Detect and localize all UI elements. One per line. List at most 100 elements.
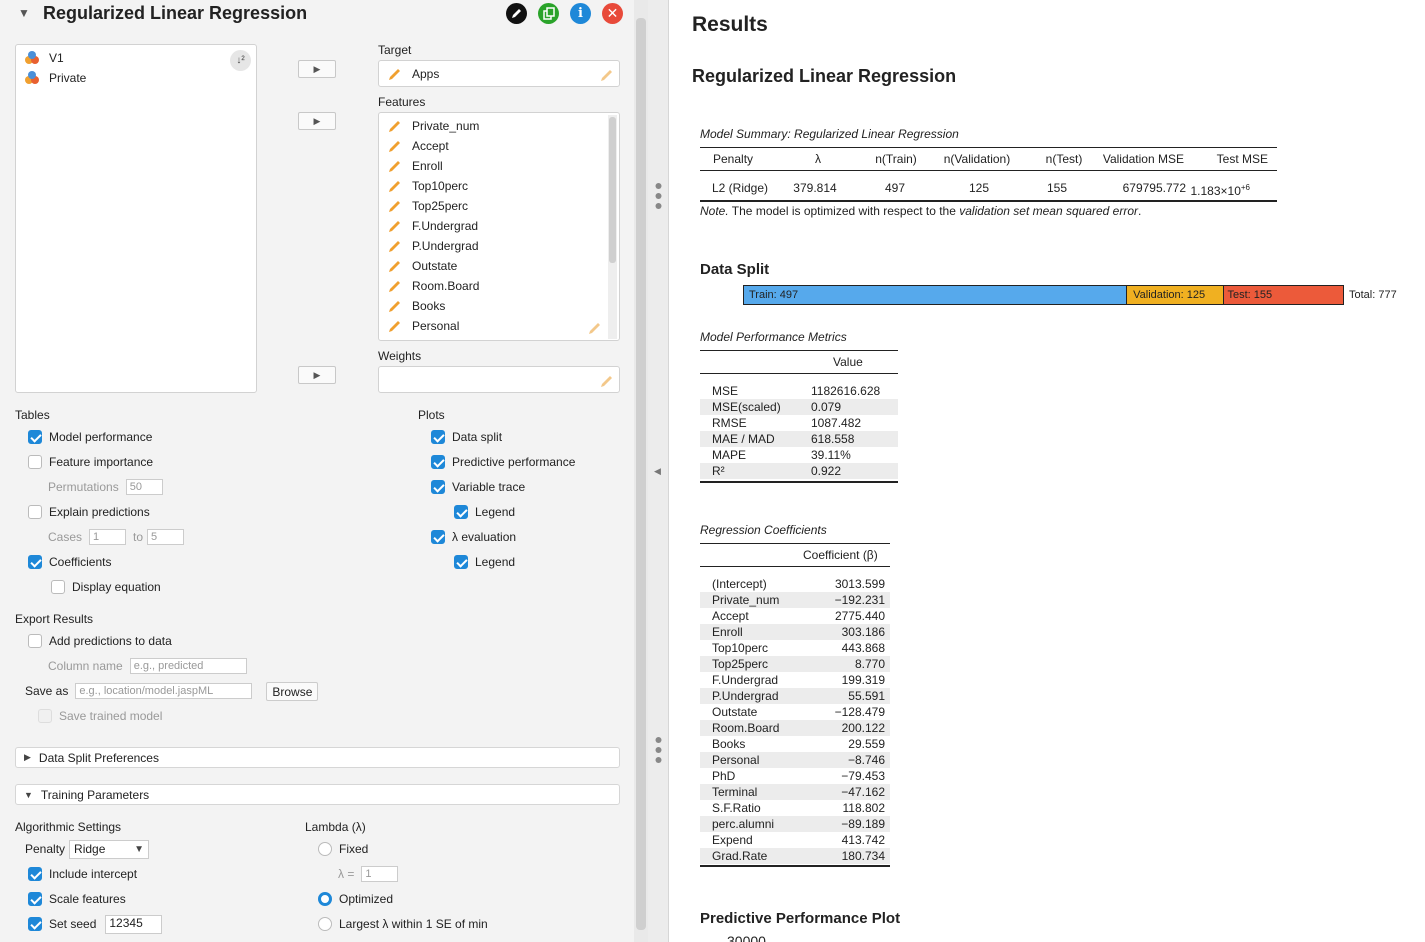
feature-importance-checkbox[interactable]: Feature importance <box>28 454 153 470</box>
checkbox[interactable] <box>431 480 445 494</box>
checkbox[interactable] <box>454 505 468 519</box>
edit-title-icon[interactable] <box>506 3 527 24</box>
summary-cell: 497 <box>884 181 905 195</box>
data-split-heading: Data Split <box>700 261 770 278</box>
note-prefix: Note. <box>700 204 729 218</box>
list-item[interactable]: P.Undergrad <box>387 236 479 256</box>
display-equation-checkbox[interactable]: Display equation <box>51 579 161 595</box>
save-as-input[interactable]: e.g., location/model.jaspML <box>75 683 253 699</box>
info-icon[interactable]: i <box>570 3 591 24</box>
add-predictions-checkbox[interactable]: Add predictions to data <box>28 633 172 649</box>
lambda-evaluation-checkbox[interactable]: λ evaluation <box>431 529 516 545</box>
coefficients-checkbox[interactable]: Coefficients <box>28 554 111 570</box>
summary-header-cell: λ <box>815 152 821 166</box>
collapse-triangle-icon[interactable]: ▼ <box>18 6 30 20</box>
list-item[interactable]: Private_num <box>387 116 479 136</box>
checkbox[interactable] <box>51 580 65 594</box>
save-trained-model-checkbox[interactable]: Save trained model <box>38 708 162 724</box>
checkbox-label: Data split <box>452 430 503 444</box>
checkbox[interactable] <box>431 455 445 469</box>
sort-icon[interactable]: ↓² <box>230 50 251 71</box>
permutations-input[interactable]: 50 <box>125 479 163 495</box>
checkbox[interactable] <box>28 505 42 519</box>
chevron-down-icon: ▼ <box>134 843 145 855</box>
lambda-optimized-radio[interactable]: Optimized <box>318 891 393 907</box>
radio[interactable] <box>318 842 332 856</box>
list-item[interactable]: V1 <box>24 48 64 68</box>
list-item[interactable]: Personal <box>387 316 459 336</box>
panel-splitter[interactable]: ◀ <box>648 0 669 942</box>
explain-predictions-checkbox[interactable]: Explain predictions <box>28 504 150 520</box>
checkbox[interactable] <box>28 634 42 648</box>
features-box[interactable]: Private_num Accept Enroll Top10perc Top25per… <box>378 112 620 341</box>
list-item[interactable]: Enroll <box>387 156 443 176</box>
lambda-input[interactable]: 1 <box>361 866 399 882</box>
assign-weights-button[interactable]: ▶ <box>298 366 336 384</box>
checkbox[interactable] <box>28 430 42 444</box>
cases-to-input[interactable]: 5 <box>147 529 185 545</box>
checkbox[interactable] <box>28 892 42 906</box>
list-item[interactable]: Top10perc <box>387 176 468 196</box>
browse-button[interactable]: Browse <box>266 681 319 701</box>
scrollbar[interactable] <box>634 0 648 942</box>
checkbox[interactable] <box>38 709 52 723</box>
list-item[interactable]: Top25perc <box>387 196 468 216</box>
assign-target-button[interactable]: ▶ <box>298 60 336 78</box>
row-value: 200.122 <box>841 721 885 735</box>
list-item[interactable]: Books <box>387 296 445 316</box>
drag-handle-icon[interactable] <box>655 737 662 765</box>
legend-checkbox[interactable]: Legend <box>454 504 515 520</box>
target-box[interactable]: Apps <box>378 60 620 87</box>
checkbox[interactable] <box>28 455 42 469</box>
list-item[interactable]: Room.Board <box>387 276 479 296</box>
lambda-fixed-radio[interactable]: Fixed <box>318 841 368 857</box>
column-name-input[interactable]: e.g., predicted <box>129 658 247 674</box>
table-row: Enroll 303.186 <box>700 624 890 640</box>
list-item[interactable]: F.Undergrad <box>387 216 478 236</box>
close-icon[interactable]: ✕ <box>602 3 623 24</box>
row-value: 413.742 <box>841 833 885 847</box>
checkbox-label: Set seed <box>49 917 97 931</box>
summary-header-cell: n(Validation) <box>943 152 1011 166</box>
penalty-dropdown[interactable]: Ridge ▼ <box>69 839 150 859</box>
radio[interactable] <box>318 917 332 931</box>
row-value: −89.189 <box>841 817 885 831</box>
radio[interactable] <box>318 892 332 906</box>
summary-cell: 679795.772 <box>1122 181 1186 195</box>
variable-trace-checkbox[interactable]: Variable trace <box>431 479 525 495</box>
list-item[interactable]: Outstate <box>387 256 457 276</box>
model-performance-checkbox[interactable]: Model performance <box>28 429 152 445</box>
checkbox[interactable] <box>454 555 468 569</box>
train-label: Train: 497 <box>749 289 799 301</box>
lambda-largest-radio[interactable]: Largest λ within 1 SE of min <box>318 916 488 932</box>
assign-features-button[interactable]: ▶ <box>298 112 336 130</box>
feature-name: Books <box>412 299 446 313</box>
set-seed-checkbox[interactable]: Set seed 12345 <box>28 914 163 934</box>
checkbox[interactable] <box>28 917 42 931</box>
legend-checkbox[interactable]: Legend <box>454 554 515 570</box>
features-scrollbar[interactable] <box>608 115 617 339</box>
scale-features-checkbox[interactable]: Scale features <box>28 891 126 907</box>
checkbox[interactable] <box>431 530 445 544</box>
seed-input[interactable]: 12345 <box>105 914 163 934</box>
data-split-checkbox[interactable]: Data split <box>431 429 502 445</box>
list-item[interactable]: Private <box>24 68 86 88</box>
include-intercept-checkbox[interactable]: Include intercept <box>28 866 137 882</box>
total-label: Total: 777 <box>1349 289 1397 301</box>
checkbox[interactable] <box>28 867 42 881</box>
drag-handle-icon[interactable] <box>655 183 662 211</box>
scrollbar-thumb[interactable] <box>636 18 646 930</box>
variables-list[interactable]: V1 Private ↓² <box>15 44 257 393</box>
weights-box[interactable] <box>378 366 620 393</box>
collapse-left-icon[interactable]: ◀ <box>654 466 661 476</box>
predictive-performance-checkbox[interactable]: Predictive performance <box>431 454 575 470</box>
scale-variable-icon <box>389 161 400 172</box>
data-split-preferences-section[interactable]: ▶ Data Split Preferences <box>15 747 620 768</box>
checkbox[interactable] <box>28 555 42 569</box>
training-parameters-section[interactable]: ▼ Training Parameters <box>15 784 620 805</box>
list-item[interactable]: Accept <box>387 136 449 156</box>
duplicate-icon[interactable] <box>538 3 559 24</box>
checkbox[interactable] <box>431 430 445 444</box>
cases-from-input[interactable]: 1 <box>89 529 127 545</box>
target-variable: Apps <box>412 67 440 81</box>
